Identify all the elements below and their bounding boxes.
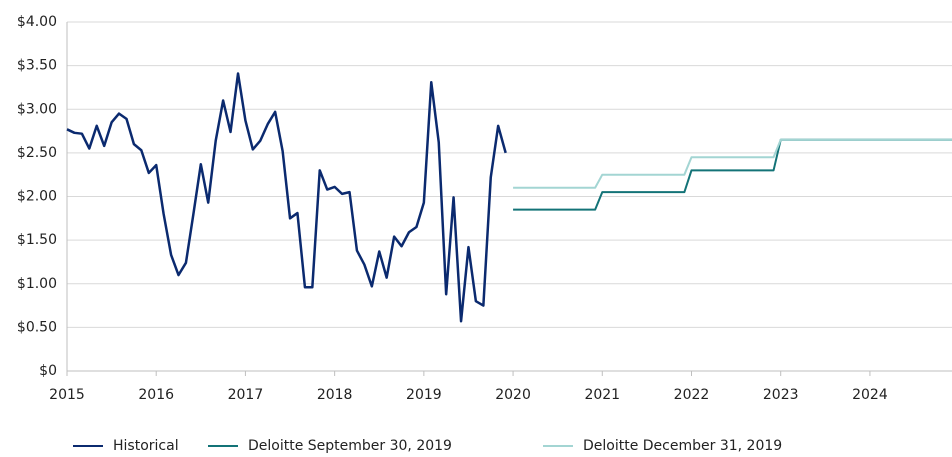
series-line — [513, 138, 952, 211]
x-tick-label: 2023 — [763, 387, 799, 403]
y-tick-label: $3.50 — [17, 58, 57, 74]
y-tick-label: $2.00 — [17, 189, 57, 205]
legend-label: Deloitte September 30, 2019 — [248, 438, 452, 454]
x-tick-label: 2015 — [49, 387, 85, 403]
y-tick-label: $2.50 — [17, 145, 57, 161]
x-tick-label: 2024 — [852, 387, 888, 403]
y-tick-label: $1.50 — [17, 232, 57, 248]
legend-label: Deloitte December 31, 2019 — [583, 438, 782, 454]
x-tick-label: 2022 — [674, 387, 710, 403]
series-line — [513, 138, 952, 189]
y-tick-label: $1.00 — [17, 276, 57, 292]
y-tick-label: $0 — [39, 363, 57, 379]
x-tick-label: 2021 — [584, 387, 620, 403]
y-tick-label: $0.50 — [17, 319, 57, 335]
x-tick-label: 2020 — [495, 387, 531, 403]
y-tick-label: $4.00 — [17, 14, 57, 30]
x-tick-label: 2018 — [317, 387, 353, 403]
x-tick-label: 2016 — [138, 387, 174, 403]
legend-label: Historical — [113, 438, 179, 454]
x-tick-label: 2019 — [406, 387, 442, 403]
x-tick-label: 2017 — [228, 387, 264, 403]
series-line — [66, 72, 507, 323]
y-tick-label: $3.00 — [17, 101, 57, 117]
